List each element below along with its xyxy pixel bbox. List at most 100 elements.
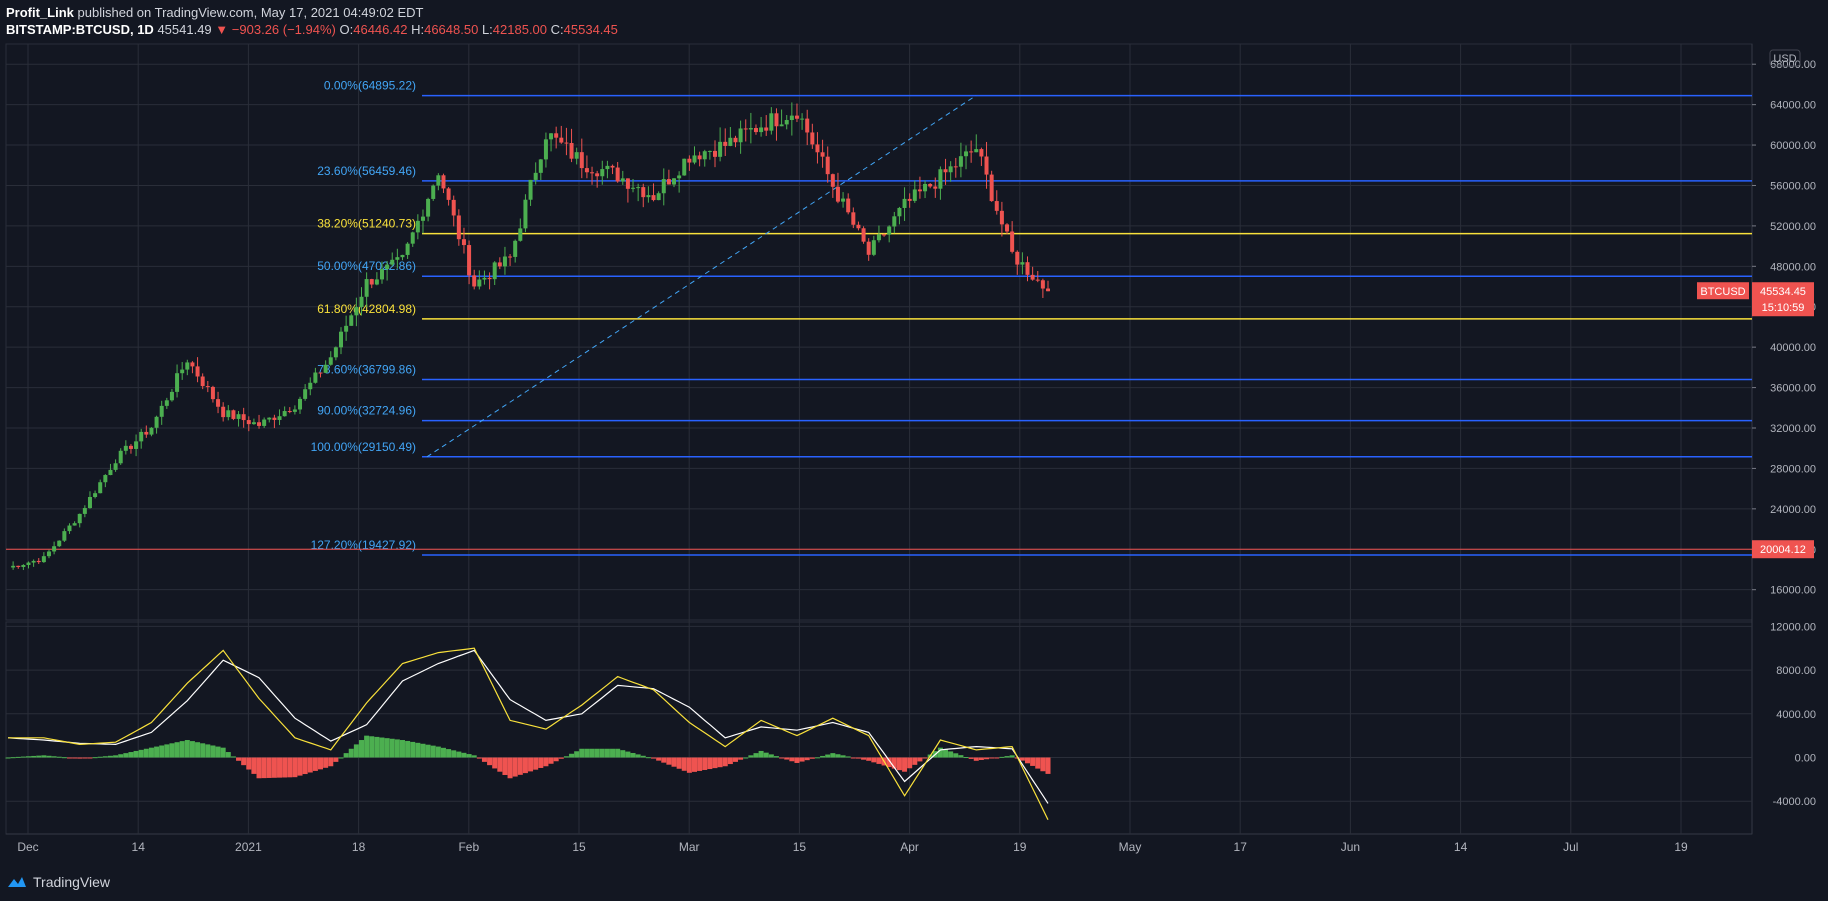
candle-up [277,416,282,420]
histogram-bar-up [399,740,405,758]
candle-up [692,155,697,163]
histogram-bar-up [143,748,149,758]
candle-up [702,151,707,160]
candle-up [344,325,349,332]
fib-level-label: 100.00%(29150.49) [311,440,416,454]
histogram-bar-up [148,747,154,758]
histogram-bar-down [512,757,518,777]
histogram-bar-up [92,757,98,759]
candle-down [810,132,815,145]
histogram-bar-up [1009,755,1015,758]
histogram-bar-down [712,757,718,769]
symbol-label[interactable]: BITSTAMP:BTCUSD, 1D [6,22,154,37]
histogram-bar-down [487,757,493,766]
histogram-bar-up [953,753,959,758]
fib-level-label: 127.20%(19427.92) [311,538,416,552]
candle-up [67,525,72,532]
histogram-bar-up [5,757,11,759]
signal-line [7,649,1049,804]
candle-down [190,362,195,367]
candle-down [861,228,866,242]
histogram-bar-up [763,752,769,758]
histogram-bar-up [394,739,400,758]
candle-up [180,369,185,374]
histogram-bar-up [963,757,969,759]
histogram-bar-up [743,757,749,759]
candle-down [451,199,456,216]
histogram-bar-up [10,757,16,759]
x-tick-label: 15 [793,840,807,854]
candle-down [287,411,292,413]
histogram-bar-up [338,757,344,759]
candle-down [815,144,820,153]
candle-down [856,224,861,229]
candle-up [374,279,379,285]
histogram-bar-down [538,757,544,768]
candle-up [707,150,712,152]
candle-up [149,427,154,435]
y-tick-label: 32000.00 [1770,423,1816,435]
histogram-bar-down [548,757,554,764]
candle-up [897,207,902,217]
histogram-bar-up [133,750,139,758]
candles [11,102,1050,571]
support-price-label: 20004.12 [1760,544,1806,556]
fib-level-label: 0.00%(64895.22) [324,79,416,93]
candle-up [974,149,979,153]
histogram-bar-up [835,754,841,758]
down-arrow-icon: ▼ [215,22,229,37]
histogram-bar-up [948,751,954,758]
fib-level-label: 38.20%(51240.73) [317,217,416,231]
histogram-bar-down [246,757,252,770]
candle-down [231,410,236,419]
candle-down [1005,224,1010,232]
histogram-bar-up [415,742,421,758]
histogram-bar-up [41,755,47,758]
fib-level-label: 50.00%(47022.86) [317,259,416,273]
candle-up [549,133,554,140]
histogram-bar-down [302,757,308,775]
author-name[interactable]: Profit_Link [6,5,74,20]
candle-up [108,469,113,476]
histogram-bar-down [861,757,867,760]
histogram-bar-up [195,742,201,758]
x-tick-label: May [1119,840,1142,854]
histogram-bar-down [784,757,790,760]
open-label: O: [339,22,354,37]
histogram-bar-up [36,755,42,758]
candle-down [753,128,758,133]
x-tick-label: 15 [572,840,586,854]
candle-down [216,399,221,407]
candle-up [333,347,338,358]
histogram-bar-up [620,750,626,758]
candle-down [497,262,502,267]
candle-down [205,386,210,388]
tradingview-brand: TradingView [33,874,111,890]
macd-line [8,647,1049,821]
histogram-bar-down [779,757,785,759]
histogram-bar-down [871,757,877,763]
candle-down [820,152,825,157]
histogram-bar-up [589,748,595,758]
histogram-bar-down [271,757,277,778]
histogram-bar-down [686,757,692,773]
histogram-bar-down [261,757,267,779]
histogram-bar-down [517,757,523,775]
histogram-bar-down [707,757,713,770]
candle-up [21,564,26,568]
candle-up [52,546,57,552]
candle-up [769,113,774,131]
candle-down [733,137,738,143]
candle-up [262,419,267,426]
histogram-bar-up [958,755,964,758]
histogram-bar-up [123,753,129,758]
histogram-bar-up [230,756,236,758]
x-tick-label: 14 [1454,840,1468,854]
tradingview-logo[interactable]: TradingView [6,874,110,890]
histogram-bar-down [902,757,908,772]
candle-up [87,496,92,509]
histogram-bar-down [87,757,93,759]
candle-down [1015,251,1020,265]
candle-up [431,185,436,199]
